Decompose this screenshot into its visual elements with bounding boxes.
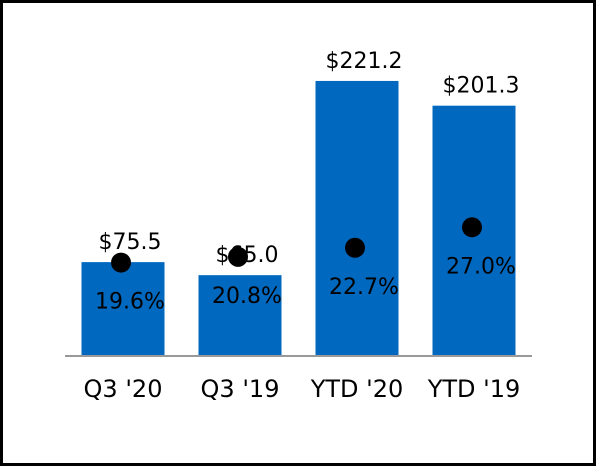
bar-value-label-3: $201.3 xyxy=(443,74,520,99)
marker-value-label-1: 20.8% xyxy=(212,284,282,309)
labels-layer: $75.5 19.6% Q3 '20 $65.0 20.8% Q3 '19 $221.2 22… xyxy=(84,49,521,403)
marker-1 xyxy=(228,246,248,267)
x-tick-label-3: YTD '19 xyxy=(427,375,521,403)
x-tick-label-2: YTD '20 xyxy=(310,375,404,403)
marker-3 xyxy=(462,217,482,238)
bar-value-label-0: $75.5 xyxy=(99,230,162,255)
bar-0 xyxy=(81,262,165,356)
bars-layer xyxy=(81,80,516,356)
marker-0 xyxy=(111,252,131,273)
marker-2 xyxy=(345,237,365,258)
marker-value-label-3: 27.0% xyxy=(446,254,516,279)
markers-layer xyxy=(111,217,482,273)
bar-2 xyxy=(315,80,399,356)
marker-value-label-2: 22.7% xyxy=(329,275,399,300)
bar-value-label-2: $221.2 xyxy=(326,49,403,74)
bar-value-label-1: $65.0 xyxy=(216,243,279,268)
marker-value-label-0: 19.6% xyxy=(95,290,165,315)
bar-1 xyxy=(198,275,282,356)
x-tick-label-0: Q3 '20 xyxy=(84,375,163,403)
x-tick-label-1: Q3 '19 xyxy=(201,375,280,403)
